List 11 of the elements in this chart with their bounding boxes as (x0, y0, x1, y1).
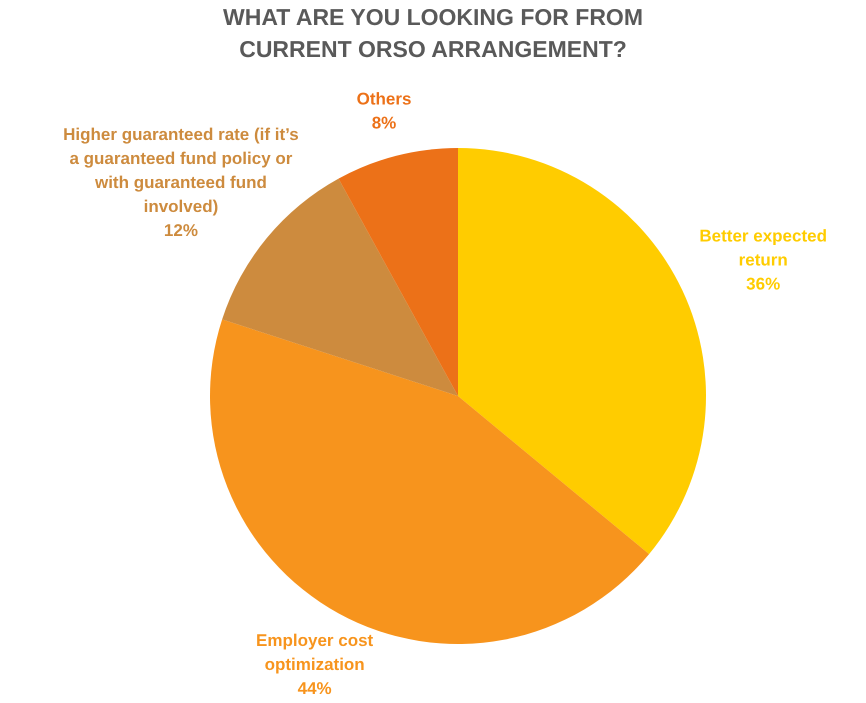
data-label: 12% (164, 220, 198, 240)
data-label: 8% (372, 114, 396, 133)
text: WHAT ARE YOU LOOKING FOR FROM (223, 4, 643, 30)
slice-label: Higher guaranteed rate (if it’s a guaranteed fund policy or with guaranteed fund involved) (63, 124, 299, 216)
data-label: 36% (746, 274, 780, 294)
text: CURRENT ORSO ARRANGEMENT? (239, 36, 627, 62)
slice-label: Others (356, 90, 412, 109)
slice-label: Better expected return (699, 226, 827, 270)
pie-slice (338, 148, 458, 396)
data-label: 44% (298, 678, 332, 698)
slice-label: Employer cost optimization (256, 630, 374, 674)
